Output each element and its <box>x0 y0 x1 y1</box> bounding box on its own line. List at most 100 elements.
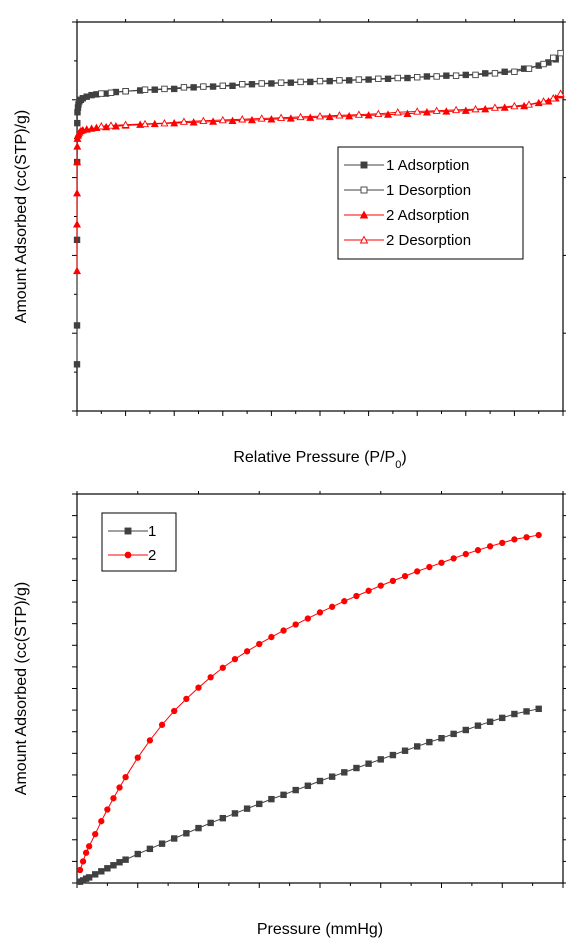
x-axis-title: Pressure (mmHg) <box>257 921 383 938</box>
data-point <box>98 868 105 875</box>
data-point <box>189 118 198 126</box>
data-point <box>134 850 141 858</box>
data-point <box>556 89 565 97</box>
data-point <box>207 674 214 681</box>
data-point <box>486 718 494 725</box>
data-point <box>258 80 265 87</box>
data-point <box>107 121 116 129</box>
data-point <box>345 111 354 120</box>
data-point <box>121 120 130 128</box>
legend-label: 2 Adsorption <box>386 207 469 224</box>
data-point <box>161 85 168 93</box>
data-point <box>438 735 445 742</box>
series-1 <box>76 705 542 885</box>
data-point <box>97 122 106 130</box>
data-point <box>377 582 384 589</box>
data-point <box>450 555 457 562</box>
data-point <box>238 115 247 123</box>
data-point <box>268 633 275 641</box>
data-point <box>524 100 533 108</box>
data-point <box>72 266 82 275</box>
data-point <box>355 76 363 83</box>
data-point <box>280 627 287 634</box>
data-point <box>365 587 372 594</box>
data-point <box>73 322 81 329</box>
data-point <box>306 113 315 121</box>
data-point <box>229 82 236 89</box>
data-point <box>180 84 188 91</box>
legend: 1 Adsorption 1 Desorption 2 Adsorption 2 De… <box>337 146 524 260</box>
data-point <box>523 534 530 541</box>
data-point <box>86 843 93 850</box>
data-point <box>98 90 105 97</box>
legend-label: 2 <box>148 547 156 564</box>
data-point <box>74 119 81 127</box>
data-point <box>219 814 227 822</box>
data-point <box>426 563 433 571</box>
data-point <box>257 114 266 122</box>
data-point <box>375 75 382 82</box>
data-point <box>341 769 348 776</box>
data-point <box>377 756 384 763</box>
data-point <box>256 800 263 808</box>
data-point <box>523 708 530 715</box>
data-point <box>297 78 304 86</box>
data-point <box>401 747 409 754</box>
data-point <box>98 818 105 825</box>
data-point <box>316 77 324 85</box>
legend-label: 1 <box>148 523 156 540</box>
data-point <box>341 598 348 605</box>
data-point <box>292 786 299 794</box>
data-point <box>540 60 547 68</box>
data-point <box>433 73 440 80</box>
data-point <box>277 113 286 121</box>
x-axis-title-main: Relative Pressure (P/P <box>233 449 395 466</box>
data-point <box>462 726 469 734</box>
series-line <box>79 534 539 871</box>
data-point <box>328 773 336 780</box>
chart-panel-2: Pressure (mmHg) Amount Adsorbed (cc(STP)/… <box>13 491 566 938</box>
data-point <box>231 810 239 817</box>
data-point <box>209 117 218 125</box>
data-point <box>146 737 154 744</box>
data-point <box>394 74 401 82</box>
data-point <box>354 110 363 118</box>
data-point <box>158 840 166 847</box>
data-point <box>452 105 461 114</box>
data-point <box>171 707 178 715</box>
data-point <box>389 751 397 759</box>
data-point <box>256 640 263 648</box>
data-point <box>316 609 324 616</box>
data-point <box>170 835 178 842</box>
data-point <box>393 108 402 116</box>
series-line <box>79 708 539 883</box>
data-point <box>183 830 190 837</box>
data-point <box>239 81 246 88</box>
legend-label: 1 Desorption <box>386 182 471 199</box>
data-point <box>73 220 82 228</box>
data-point <box>116 784 123 791</box>
data-point <box>304 615 312 622</box>
legend-marker <box>360 186 368 194</box>
data-point <box>141 119 150 128</box>
data-point <box>525 65 533 72</box>
data-point <box>247 115 256 124</box>
data-point <box>199 116 208 125</box>
data-point <box>243 648 251 655</box>
data-point <box>76 866 84 874</box>
data-point <box>110 795 117 802</box>
data-point <box>207 819 214 827</box>
data-point <box>353 764 360 772</box>
data-point <box>364 111 373 119</box>
data-point <box>218 115 227 124</box>
data-point <box>413 107 422 115</box>
legend-marker <box>124 527 132 535</box>
data-point <box>231 655 239 663</box>
data-point <box>539 97 548 105</box>
x-axis-title-end: ) <box>401 449 406 466</box>
data-point <box>491 70 499 77</box>
data-point <box>499 539 506 546</box>
data-point <box>328 603 336 610</box>
data-point <box>403 109 412 118</box>
